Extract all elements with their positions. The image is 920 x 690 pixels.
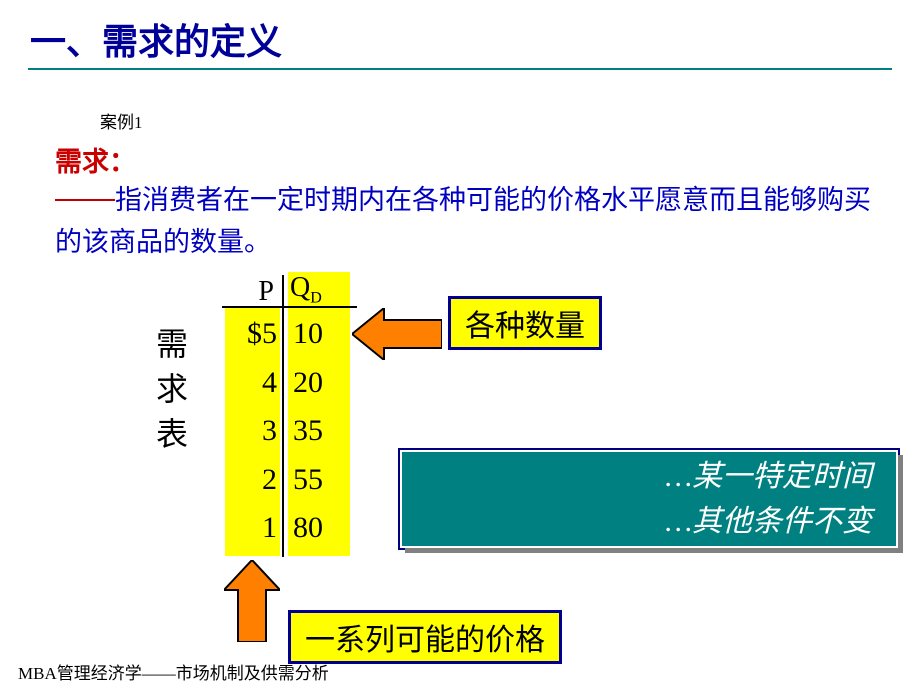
demand-table: P QD — [225, 272, 350, 308]
teal-note-box: …某一特定时间 …其他条件不变 — [400, 450, 898, 548]
header-q-main: Q — [290, 272, 310, 303]
arrow-left-icon — [352, 308, 442, 360]
title-bar: 一、需求的定义 — [28, 8, 892, 70]
price-cell: 4 — [225, 359, 277, 408]
demand-heading: 需求： — [55, 140, 136, 179]
header-p: P — [225, 276, 280, 308]
table-column-divider — [282, 275, 284, 557]
slide-root: 一、需求的定义 案例1 需求： 指消费者在一定时期内在各种可能的价格水平愿意而且… — [0, 0, 920, 690]
quantity-cell: 35 — [293, 407, 343, 456]
arrow-up-icon — [224, 560, 280, 642]
quantity-cell: 80 — [293, 504, 343, 553]
header-q: QD — [280, 272, 350, 308]
body-dash — [55, 199, 115, 201]
table-header: P QD — [225, 272, 350, 308]
header-q-sub: D — [310, 290, 322, 307]
callout-quantity: 各种数量 — [448, 296, 602, 350]
table-vertical-label: 需 求 表 — [155, 322, 189, 456]
price-cell: $5 — [225, 310, 277, 359]
slide-title: 一、需求的定义 — [28, 13, 282, 65]
title-underline — [28, 68, 892, 70]
callout-quantity-text: 各种数量 — [465, 301, 585, 345]
quantity-cell: 10 — [293, 310, 343, 359]
price-column: $5 4 3 2 1 — [225, 310, 277, 553]
table-header-rule — [222, 306, 357, 308]
price-cell: 1 — [225, 504, 277, 553]
quantity-cell: 20 — [293, 359, 343, 408]
quantity-cell: 55 — [293, 456, 343, 505]
table-label-char: 表 — [155, 412, 189, 457]
price-cell: 2 — [225, 456, 277, 505]
case-label: 案例1 — [100, 108, 143, 133]
teal-line-2: …其他条件不变 — [665, 499, 872, 544]
body-text-content: 指消费者在一定时期内在各种可能的价格水平愿意而且能够购买的该商品的数量。 — [55, 185, 871, 257]
callout-prices-text: 一系列可能的价格 — [305, 615, 545, 659]
table-label-char: 求 — [155, 367, 189, 412]
quantity-column: 10 20 35 55 80 — [293, 310, 343, 553]
callout-prices: 一系列可能的价格 — [288, 610, 562, 664]
body-text: 指消费者在一定时期内在各种可能的价格水平愿意而且能够购买的该商品的数量。 — [55, 180, 875, 264]
table-label-char: 需 — [155, 322, 189, 367]
price-cell: 3 — [225, 407, 277, 456]
footer-text: MBA管理经济学——市场机制及供需分析 — [18, 659, 329, 684]
teal-line-1: …某一特定时间 — [665, 454, 872, 499]
